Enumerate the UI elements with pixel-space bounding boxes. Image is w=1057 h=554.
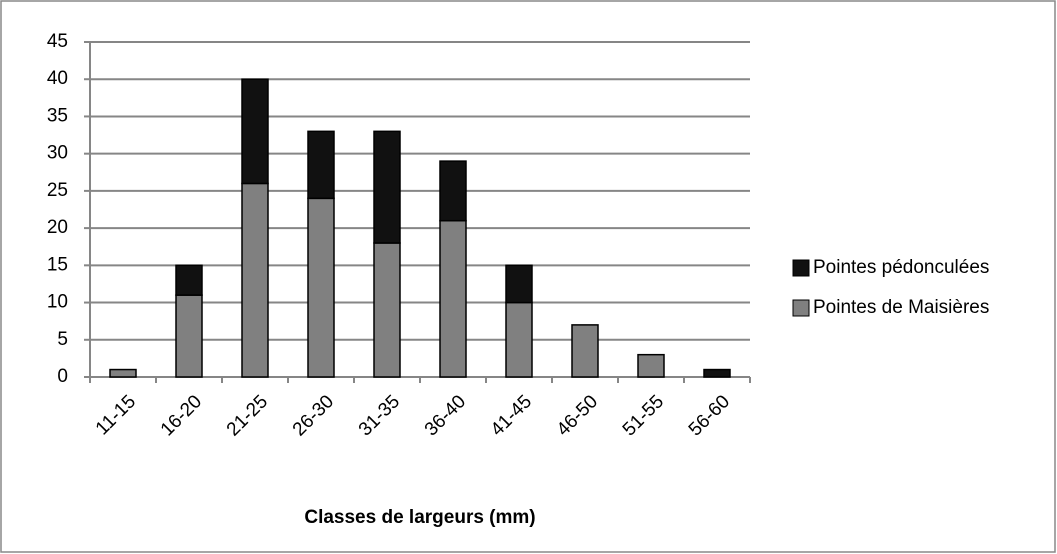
y-tick-label: 35: [47, 105, 68, 126]
bar: [307, 197, 335, 378]
bar: [241, 78, 269, 185]
bar: [703, 368, 731, 378]
legend-label: Pointes pédonculées: [813, 257, 989, 278]
y-tick-label: 10: [47, 292, 68, 313]
bar: [571, 324, 599, 378]
bar: [505, 301, 533, 378]
bar: [439, 219, 467, 378]
y-tick-label: 30: [47, 143, 68, 164]
y-tick-label: 20: [47, 217, 68, 238]
y-tick-label: 15: [47, 254, 68, 275]
bar: [241, 182, 269, 378]
y-tick-label: 45: [47, 31, 68, 52]
bar: [175, 294, 203, 378]
bar: [109, 368, 137, 378]
y-tick-label: 5: [57, 329, 68, 350]
bar: [373, 242, 401, 378]
bar: [637, 353, 665, 378]
legend-swatch: [792, 299, 810, 317]
y-tick-label: 25: [47, 180, 68, 201]
legend-label: Pointes de Maisières: [813, 297, 989, 318]
bar: [505, 264, 533, 304]
x-axis-title: Classes de largeurs (mm): [304, 507, 535, 528]
y-tick-label: 40: [47, 68, 68, 89]
bar: [175, 264, 203, 296]
bar: [373, 130, 401, 244]
bar: [439, 160, 467, 222]
legend-swatch: [792, 259, 810, 277]
bar: [307, 130, 335, 200]
y-tick-label: 0: [57, 366, 68, 387]
